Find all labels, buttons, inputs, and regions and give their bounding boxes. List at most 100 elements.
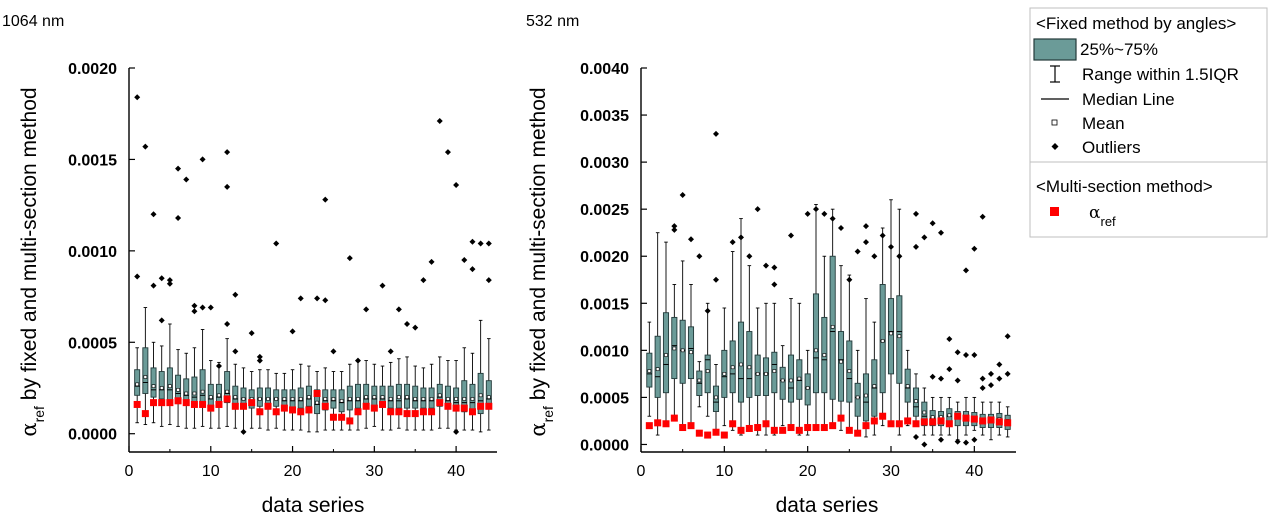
box-series-16 — [256, 369, 263, 429]
box-series-21 — [297, 363, 304, 431]
box-series-30 — [887, 199, 895, 427]
alpha-ref-point — [820, 424, 828, 432]
outlier-point — [913, 433, 919, 440]
outlier-point — [746, 253, 753, 260]
box-series-35 — [929, 396, 936, 436]
box-series-43 — [477, 319, 484, 433]
outlier-point — [729, 239, 736, 246]
outlier-point — [988, 370, 994, 377]
box-series-32 — [387, 361, 394, 431]
box-series-18 — [273, 372, 280, 429]
outlier-point — [979, 213, 986, 220]
outlier-point — [436, 118, 443, 125]
box-series-29 — [363, 360, 370, 429]
y-axis-title-alpha: α — [17, 422, 41, 436]
box-series-5 — [679, 260, 686, 431]
alpha-ref-point — [737, 426, 745, 434]
iqr-box — [191, 376, 198, 404]
mean-marker — [905, 384, 910, 388]
mean-marker — [184, 391, 189, 396]
outlier-point — [224, 149, 231, 156]
outlier-point — [713, 276, 719, 283]
y-tick-label: 0.0000 — [580, 437, 629, 454]
outlier-point — [199, 304, 206, 311]
outlier-point — [704, 307, 711, 314]
mean-marker — [274, 397, 279, 401]
mean-marker — [380, 395, 385, 399]
outlier-point — [199, 156, 206, 163]
iqr-box — [704, 354, 711, 394]
y-tick-label: 0.0015 — [580, 296, 629, 313]
mean-marker — [159, 386, 164, 390]
alpha-ref-point — [854, 429, 862, 437]
box-series-26 — [854, 349, 861, 436]
alpha-ref-point — [477, 402, 485, 410]
alpha-ref-point — [354, 408, 362, 416]
mean-marker — [487, 395, 491, 399]
iqr-box — [256, 387, 263, 407]
box-series-11 — [729, 251, 736, 431]
alpha-ref-point — [190, 400, 198, 408]
x-tick-group: 0 10 20 30 40 — [125, 446, 465, 480]
outlier-point — [838, 225, 844, 231]
outlier-point — [346, 255, 353, 262]
alpha-ref-point — [199, 400, 207, 408]
outlier-point — [395, 306, 402, 313]
mean-marker — [168, 384, 172, 388]
outlier-point — [829, 215, 836, 222]
legend-whisker-icon — [1050, 65, 1060, 83]
outlier-point — [273, 240, 280, 247]
panel-1064nm: 1064 nm 0.0000 0.0005 0.0010 0.0015 0.0020 0… — [2, 13, 497, 514]
alpha-ref-point — [762, 420, 770, 428]
y-axis-title-sub: ref — [31, 406, 47, 422]
legend-group2-title: <Multi-section method> — [1036, 177, 1213, 196]
mean-marker — [922, 410, 927, 415]
alpha-ref-point — [887, 420, 895, 428]
mean-marker — [722, 372, 727, 376]
outlier-point — [330, 348, 337, 355]
alpha-ref-point — [207, 404, 215, 412]
box-series-2 — [142, 307, 149, 426]
alpha-ref-point — [403, 410, 411, 418]
box-series-22 — [821, 255, 828, 427]
box-series-34 — [921, 387, 928, 436]
outlier-point — [215, 363, 222, 370]
box-series-14 — [240, 367, 247, 433]
outlier-point — [988, 382, 994, 389]
box-series-37 — [428, 363, 435, 431]
mean-marker — [930, 415, 935, 419]
outlier-point — [379, 282, 386, 289]
alpha-ref-point — [166, 399, 174, 407]
outlier-point — [191, 308, 198, 315]
outlier-point — [938, 436, 944, 443]
outlier-point — [248, 330, 255, 337]
outlier-point — [954, 438, 961, 445]
alpha-ref-point — [264, 402, 272, 410]
mean-marker — [470, 397, 475, 401]
iqr-box — [142, 347, 149, 394]
outlier-point — [322, 196, 329, 203]
mean-marker — [462, 397, 467, 401]
iqr-box — [387, 385, 394, 409]
box-series-24 — [322, 367, 329, 431]
outlier-point — [314, 295, 321, 302]
alpha-ref-point — [338, 413, 346, 421]
outlier-point — [804, 210, 811, 217]
box-series-40 — [453, 360, 460, 431]
y-axis-title-rest: by fixed and multi-section method — [18, 87, 41, 406]
alpha-ref-point — [133, 400, 141, 408]
alpha-ref-point — [754, 424, 762, 432]
outlier-point — [763, 262, 769, 269]
outlier-point — [256, 353, 263, 360]
mean-marker — [372, 395, 377, 399]
mean-marker — [647, 369, 652, 373]
alpha-ref-point — [795, 426, 803, 434]
alpha-ref-point — [720, 431, 728, 439]
mean-marker — [864, 393, 868, 398]
outlier-point — [428, 258, 435, 265]
y-tick-group: 0.0000 0.0005 0.0010 0.0015 0.0020 — [68, 61, 135, 444]
mean-marker — [897, 334, 902, 339]
alpha-ref-point — [687, 422, 695, 430]
outlier-point — [913, 243, 919, 250]
